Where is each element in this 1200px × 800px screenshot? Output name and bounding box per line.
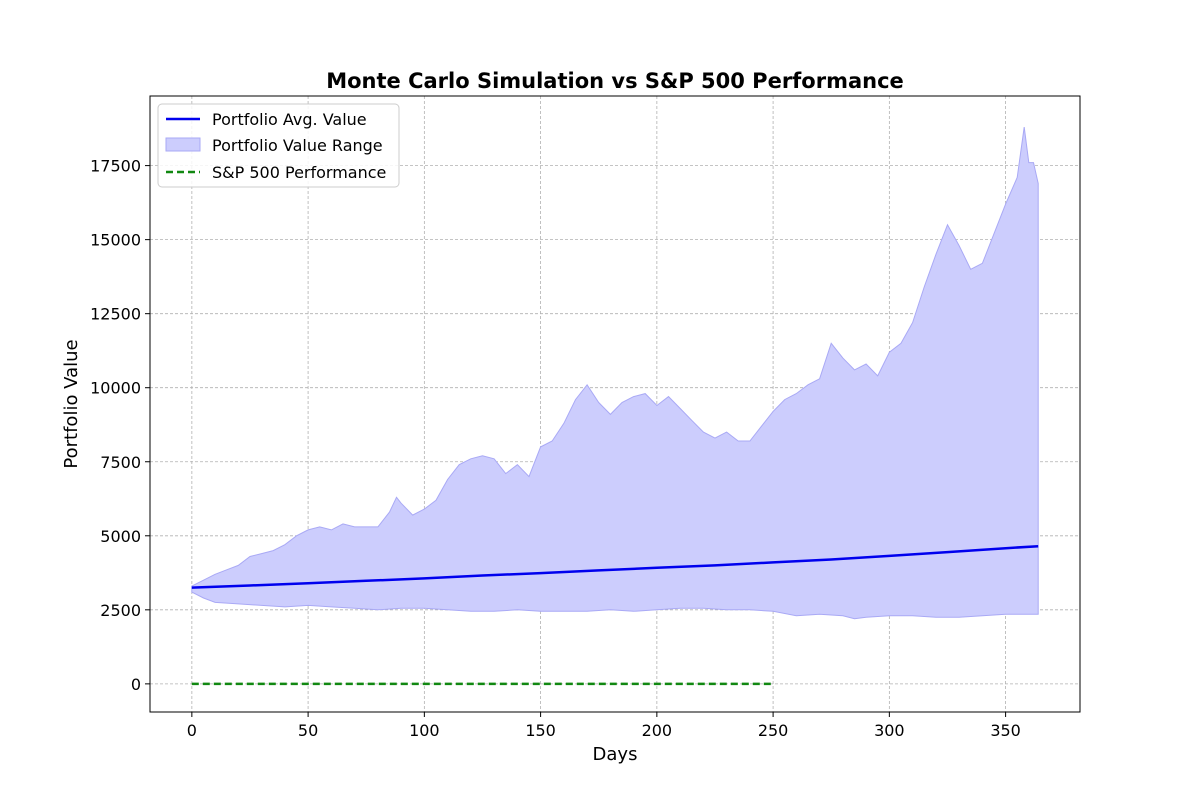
x-tick-label: 300 xyxy=(874,721,905,740)
series-layer xyxy=(191,127,1039,686)
legend-range-swatch xyxy=(165,137,201,152)
y-tick-label: 5000 xyxy=(100,527,141,546)
legend-label-range: Portfolio Value Range xyxy=(212,136,383,155)
chart-title: Monte Carlo Simulation vs S&P 500 Perfor… xyxy=(326,69,904,93)
x-tick-label: 50 xyxy=(298,721,318,740)
y-axis-label: Portfolio Value xyxy=(61,339,82,468)
x-tick-label: 0 xyxy=(187,721,197,740)
x-tick-label: 350 xyxy=(990,721,1021,740)
x-tick-label: 250 xyxy=(758,721,789,740)
legend-box xyxy=(157,103,400,188)
ticks: 0 50 100 150 200 250 300 350 0 2500 5000 7500 10000 1… xyxy=(90,157,1021,740)
axes-frame xyxy=(149,95,1081,713)
y-tick-label: 12500 xyxy=(90,305,141,324)
plot-area xyxy=(149,95,1081,713)
x-axis-label: Days xyxy=(593,744,638,765)
x-tick-label: 200 xyxy=(642,721,673,740)
x-tick-label: 150 xyxy=(525,721,556,740)
y-tick-label: 7500 xyxy=(100,453,141,472)
legend-label-avg: Portfolio Avg. Value xyxy=(212,110,367,129)
portfolio-value-range-band xyxy=(191,127,1039,620)
y-tick-label: 15000 xyxy=(90,231,141,250)
y-tick-label: 2500 xyxy=(100,601,141,620)
y-tick-label: 17500 xyxy=(90,157,141,176)
y-tick-label: 10000 xyxy=(90,379,141,398)
portfolio-avg-line xyxy=(191,544,1039,589)
legend-label-sp500: S&P 500 Performance xyxy=(212,163,386,182)
y-tick-label: 0 xyxy=(131,675,141,694)
legend: Portfolio Avg. Value Portfolio Value Ran… xyxy=(157,103,400,188)
x-tick-label: 100 xyxy=(409,721,440,740)
